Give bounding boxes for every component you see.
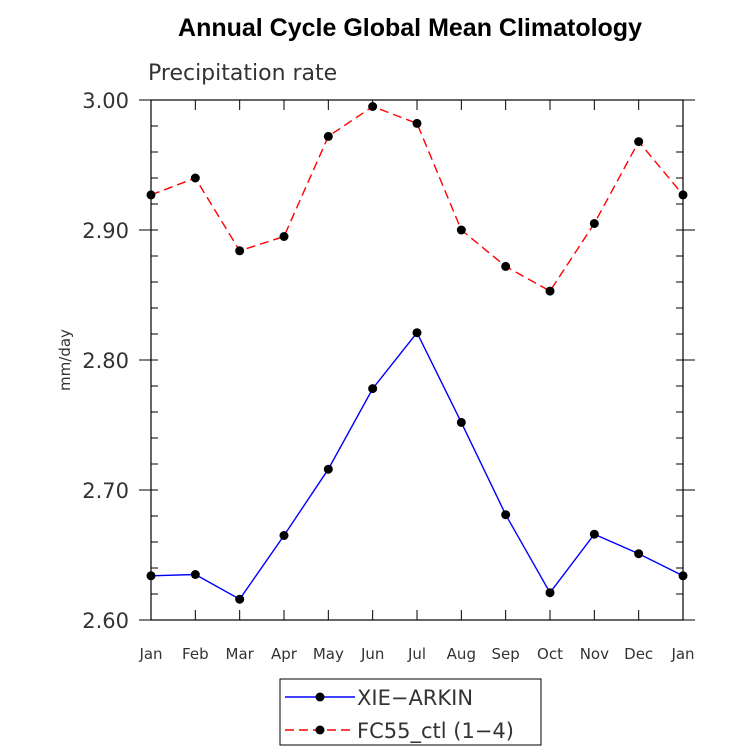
series-2-point xyxy=(545,286,555,296)
series-2-point xyxy=(589,219,599,228)
x-tick-label: Jan xyxy=(138,645,162,663)
x-tick-label: Aug xyxy=(447,645,476,663)
chart-title: Annual Cycle Global Mean Climatology xyxy=(178,14,642,42)
series-2-point xyxy=(501,261,511,271)
series-2-point xyxy=(235,246,245,256)
y-axis-label: mm/day xyxy=(56,329,74,391)
legend-marker-1 xyxy=(315,692,325,702)
series-1-point xyxy=(678,571,688,581)
legend-label-2: FC55_ctl (1−4) xyxy=(357,719,514,744)
series-1-point xyxy=(412,328,422,338)
series-1-point xyxy=(634,549,644,559)
x-tick-label: Sep xyxy=(492,645,520,663)
series-1-point xyxy=(323,464,333,474)
series-2-point xyxy=(368,102,378,111)
series-1-point xyxy=(235,594,245,604)
x-tick-label: Feb xyxy=(182,645,209,663)
series-2-point xyxy=(678,190,688,200)
series-2-point xyxy=(412,118,422,128)
series-line-2 xyxy=(150,105,684,293)
x-tick-label: Jan xyxy=(670,645,694,663)
series-1-point xyxy=(501,510,511,520)
y-tick-label: 2.80 xyxy=(82,349,129,373)
series-2-point xyxy=(190,173,200,183)
x-tick-label: Mar xyxy=(226,645,255,663)
y-tick-label: 3.00 xyxy=(82,89,129,113)
series-2-point xyxy=(456,225,466,235)
y-tick-label: 2.70 xyxy=(82,479,129,503)
series-2-point xyxy=(146,190,156,200)
series-1-point xyxy=(456,417,466,427)
series-1-point xyxy=(589,529,599,539)
y-tick-label: 2.90 xyxy=(82,219,129,243)
series-1-point xyxy=(190,570,200,579)
x-tick-label: Dec xyxy=(624,645,653,663)
series-1-point xyxy=(368,384,378,394)
series-1-point xyxy=(545,588,555,598)
series-1-point xyxy=(279,531,289,540)
chart-subtitle: Precipitation rate xyxy=(148,61,337,86)
series-2-point xyxy=(634,137,644,147)
plot-frame xyxy=(150,99,684,621)
series-line-1 xyxy=(150,331,684,601)
legend: XIE−ARKIN FC55_ctl (1−4) xyxy=(279,678,542,746)
x-tick-label: Jun xyxy=(360,645,384,663)
x-tick-label: May xyxy=(313,645,344,663)
y-tick-label: 2.60 xyxy=(82,609,129,633)
x-tick-label: Nov xyxy=(580,645,609,663)
series-2-point xyxy=(323,131,333,141)
series-1-point xyxy=(146,571,156,581)
x-tick-label: Oct xyxy=(537,645,563,663)
series-2-point xyxy=(279,232,289,241)
x-tick-label: Apr xyxy=(271,645,298,663)
x-tick-label: Jul xyxy=(407,645,426,663)
legend-label-1: XIE−ARKIN xyxy=(357,686,473,710)
legend-marker-2 xyxy=(315,725,325,735)
